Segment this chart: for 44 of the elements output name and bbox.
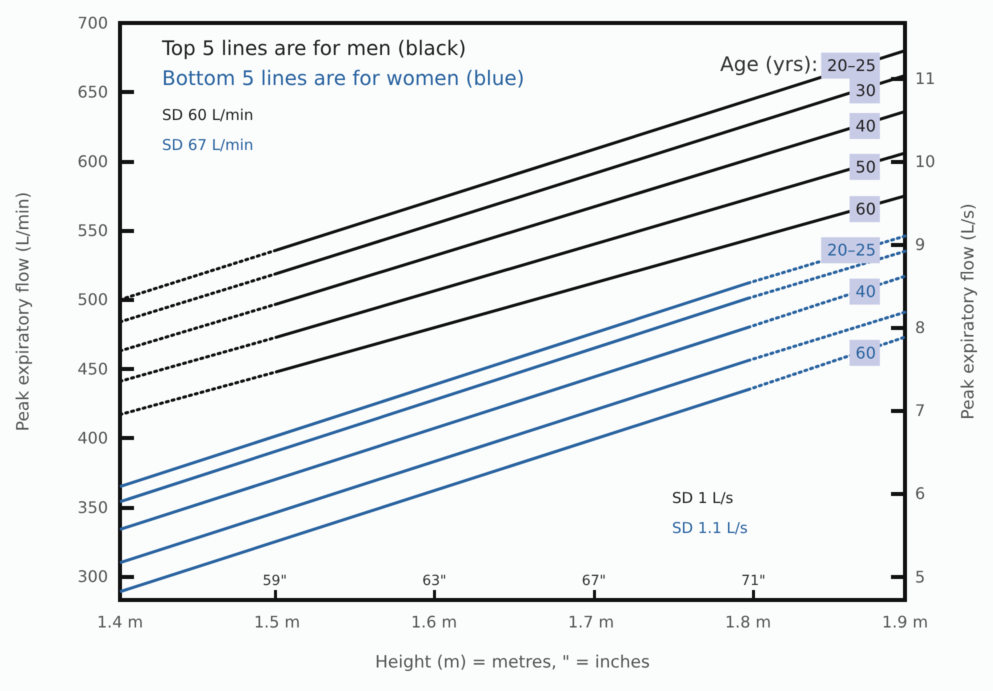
annotation: Top 5 lines are for men (black) xyxy=(161,36,466,60)
y2-tick-label: 7 xyxy=(915,401,926,420)
y-tick-label: 700 xyxy=(77,14,108,32)
annotation: Bottom 5 lines are for women (blue) xyxy=(162,66,524,90)
x-tick-label: 1.4 m xyxy=(96,612,144,632)
x2-tick-label: 67" xyxy=(582,573,606,589)
annotation: SD 1 L/s xyxy=(672,489,734,507)
y2-tick-label: 5 xyxy=(915,567,926,586)
y2-tick-label: 8 xyxy=(915,318,926,338)
series-label: 60 xyxy=(856,343,876,362)
annotation: SD 67 L/min xyxy=(162,136,254,154)
y-tick-label: 300 xyxy=(77,566,108,586)
y-tick-label: 400 xyxy=(77,428,108,448)
y-tick-label: 550 xyxy=(77,221,108,240)
y-tick-label: 450 xyxy=(77,359,108,378)
y2-axis-title: Peak expiratory flow (L/s) xyxy=(958,203,978,420)
x-tick-label: 1.9 m xyxy=(882,612,928,632)
y2-tick-label: 9 xyxy=(915,235,926,254)
y2-tick-label: 11 xyxy=(915,69,936,88)
y-tick-label: 500 xyxy=(77,290,108,310)
y2-tick-label: 10 xyxy=(915,152,936,172)
y-tick-label: 350 xyxy=(77,498,108,517)
series-label: 40 xyxy=(856,116,876,136)
series-label: 50 xyxy=(856,157,876,176)
x2-tick-label: 63" xyxy=(422,573,446,589)
y2-tick-label: 6 xyxy=(915,484,926,504)
x-axis-title: Height (m) = metres, " = inches xyxy=(375,652,650,672)
y-tick-label: 650 xyxy=(77,82,108,102)
y-tick-label: 600 xyxy=(77,152,108,171)
annotation: SD 60 L/min xyxy=(162,106,254,124)
x-tick-label: 1.5 m xyxy=(254,612,300,632)
series-label: 60 xyxy=(856,200,876,219)
annotation: Age (yrs): xyxy=(720,52,818,76)
y-axis-title: Peak expiratory flow (L/min) xyxy=(14,192,34,432)
series-label: 30 xyxy=(856,80,876,100)
x-tick-label: 1.7 m xyxy=(568,612,614,632)
annotation: SD 1.1 L/s xyxy=(672,519,748,537)
series-label: 40 xyxy=(856,282,876,302)
series-label: 20–25 xyxy=(827,56,876,76)
x2-tick-label: 71" xyxy=(741,573,766,589)
x-tick-label: 1.6 m xyxy=(410,612,458,632)
x2-tick-label: 59" xyxy=(262,573,287,589)
x-tick-label: 1.8 m xyxy=(724,612,772,632)
series-label: 20–25 xyxy=(827,240,876,260)
